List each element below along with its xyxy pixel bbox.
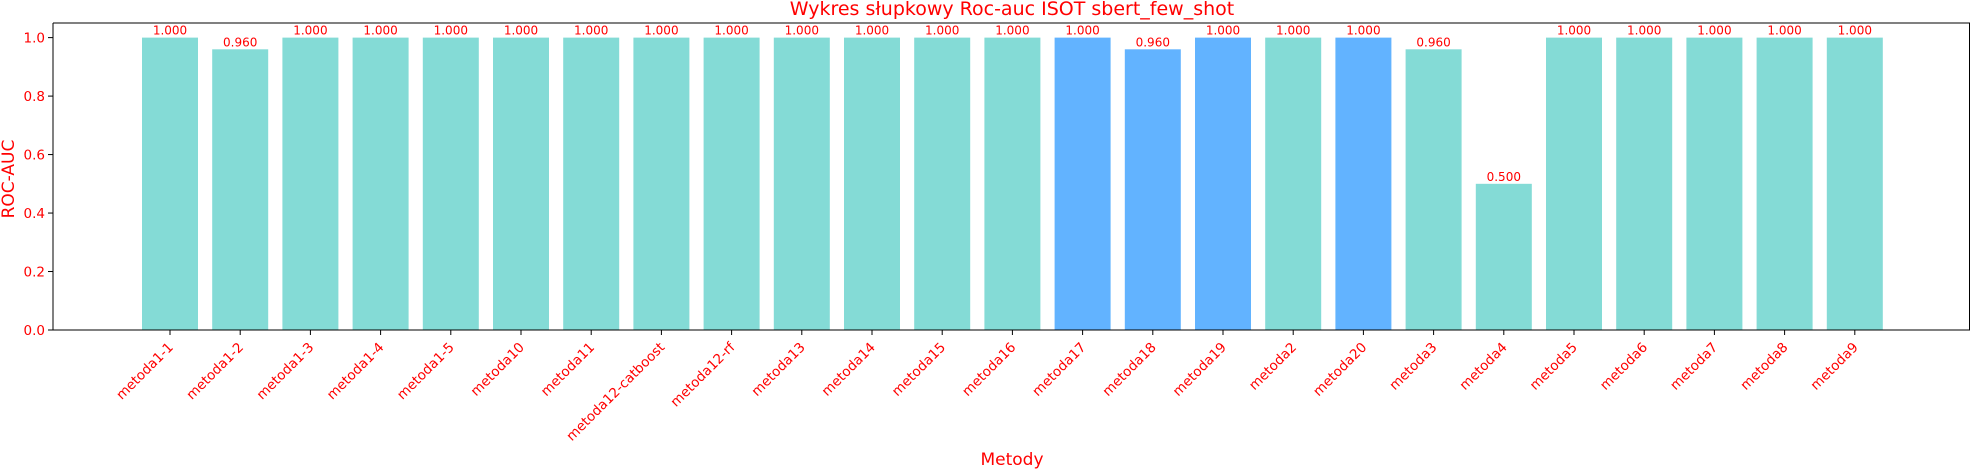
x-tick-label-metoda20: metoda20 bbox=[1310, 340, 1370, 400]
bar-metoda12-rf bbox=[703, 37, 760, 330]
x-tick-label-metoda12-rf: metoda12-rf bbox=[668, 339, 740, 411]
x-tick-label-metoda9: metoda9 bbox=[1808, 340, 1862, 394]
data-label-metoda3: 0.960 bbox=[1416, 35, 1450, 49]
data-label-metoda15: 1.000 bbox=[925, 24, 959, 38]
bar-metoda9 bbox=[1826, 37, 1883, 330]
x-tick-label-metoda1-2: metoda1-2 bbox=[183, 340, 247, 404]
y-axis-label: ROC-AUC bbox=[0, 140, 19, 219]
bar-metoda8 bbox=[1756, 37, 1813, 330]
data-labels-group: 1.000 0.960 1.000 1.000 1.000 1.000 1.000 1.000… bbox=[153, 24, 1872, 184]
bar-metoda13 bbox=[773, 37, 830, 330]
bar-metoda16 bbox=[984, 37, 1041, 330]
bar-metoda19 bbox=[1195, 37, 1251, 330]
data-label-metoda18: 0.960 bbox=[1136, 35, 1170, 49]
x-tick-label-metoda10: metoda10 bbox=[468, 340, 528, 400]
data-label-metoda19: 1.000 bbox=[1206, 24, 1240, 38]
x-tick-label-metoda1-5: metoda1-5 bbox=[394, 340, 458, 404]
x-tick-label-metoda1-1: metoda1-1 bbox=[113, 340, 177, 404]
data-label-metoda20: 1.000 bbox=[1346, 24, 1380, 38]
data-label-metoda7: 1.000 bbox=[1697, 24, 1731, 38]
data-label-metoda17: 1.000 bbox=[1065, 24, 1099, 38]
data-label-metoda6: 1.000 bbox=[1627, 24, 1661, 38]
x-tick-label-metoda13: metoda13 bbox=[749, 340, 809, 400]
x-tick-label-metoda5: metoda5 bbox=[1527, 340, 1581, 394]
x-tick-label-metoda11: metoda11 bbox=[538, 340, 598, 400]
y-tick-label: 0.2 bbox=[24, 265, 45, 281]
data-label-metoda12-catboost: 1.000 bbox=[644, 24, 678, 38]
bar-metoda6 bbox=[1616, 37, 1673, 330]
x-tick-label-metoda4: metoda4 bbox=[1457, 340, 1511, 394]
x-tick-label-metoda3: metoda3 bbox=[1386, 340, 1440, 394]
x-tick-label-metoda6: metoda6 bbox=[1597, 340, 1651, 394]
data-label-metoda12-rf: 1.000 bbox=[714, 24, 748, 38]
data-label-metoda5: 1.000 bbox=[1557, 24, 1591, 38]
data-label-metoda14: 1.000 bbox=[855, 24, 889, 38]
bar-metoda10 bbox=[493, 37, 549, 330]
data-label-metoda9: 1.000 bbox=[1838, 24, 1872, 38]
bar-metoda1-2 bbox=[212, 49, 269, 331]
data-label-metoda13: 1.000 bbox=[785, 24, 819, 38]
x-axis: metoda1-1 metoda1-2 metoda1-3 metoda1-4 meto… bbox=[113, 330, 1862, 444]
data-label-metoda4: 0.500 bbox=[1487, 170, 1521, 184]
data-label-metoda8: 1.000 bbox=[1767, 24, 1801, 38]
bar-metoda1-1 bbox=[142, 37, 198, 330]
bars-group bbox=[142, 37, 1883, 331]
bar-metoda15 bbox=[914, 37, 971, 330]
bar-metoda14 bbox=[844, 37, 900, 330]
bar-metoda1-3 bbox=[282, 37, 339, 330]
bar-metoda1-5 bbox=[422, 37, 479, 330]
x-tick-label-metoda16: metoda16 bbox=[959, 340, 1019, 400]
bar-metoda20 bbox=[1335, 37, 1392, 330]
y-axis: 0.0 0.2 0.4 0.6 0.8 1.0 bbox=[24, 31, 53, 339]
x-tick-label-metoda19: metoda19 bbox=[1170, 340, 1230, 400]
data-label-metoda10: 1.000 bbox=[504, 24, 538, 38]
y-tick-label: 0.4 bbox=[24, 206, 45, 222]
x-tick-label-metoda14: metoda14 bbox=[819, 340, 879, 400]
y-tick-label: 0.6 bbox=[24, 148, 45, 164]
bar-metoda5 bbox=[1546, 37, 1602, 330]
x-tick-label-metoda2: metoda2 bbox=[1246, 340, 1300, 394]
bar-metoda18 bbox=[1124, 49, 1181, 331]
bar-metoda3 bbox=[1405, 49, 1462, 331]
x-tick-label-metoda15: metoda15 bbox=[889, 340, 949, 400]
data-label-metoda1-2: 0.960 bbox=[223, 35, 257, 49]
bar-metoda1-4 bbox=[352, 37, 409, 330]
data-label-metoda1-1: 1.000 bbox=[153, 24, 187, 38]
x-tick-label-metoda17: metoda17 bbox=[1029, 340, 1089, 400]
x-tick-label-metoda1-3: metoda1-3 bbox=[254, 340, 318, 404]
y-tick-label: 0.0 bbox=[24, 323, 45, 339]
x-tick-label-metoda1-4: metoda1-4 bbox=[324, 340, 388, 404]
data-label-metoda11: 1.000 bbox=[574, 24, 608, 38]
bar-metoda11 bbox=[563, 37, 620, 330]
data-label-metoda1-5: 1.000 bbox=[434, 24, 468, 38]
x-axis-label: Metody bbox=[980, 450, 1043, 470]
data-label-metoda1-3: 1.000 bbox=[293, 24, 327, 38]
y-tick-label: 1.0 bbox=[24, 31, 45, 47]
bar-metoda4 bbox=[1475, 183, 1532, 330]
bar-metoda7 bbox=[1686, 37, 1743, 330]
data-label-metoda16: 1.000 bbox=[995, 24, 1029, 38]
bar-metoda2 bbox=[1265, 37, 1322, 330]
y-tick-label: 0.8 bbox=[24, 89, 45, 105]
chart-title: Wykres słupkowy Roc-auc ISOT sbert_few_s… bbox=[790, 0, 1234, 20]
x-tick-label-metoda18: metoda18 bbox=[1100, 340, 1160, 400]
data-label-metoda1-4: 1.000 bbox=[363, 24, 397, 38]
bar-metoda17 bbox=[1054, 37, 1111, 330]
bar-metoda12-catboost bbox=[633, 37, 690, 330]
x-tick-label-metoda7: metoda7 bbox=[1667, 340, 1721, 394]
x-tick-label-metoda8: metoda8 bbox=[1737, 340, 1791, 394]
data-label-metoda2: 1.000 bbox=[1276, 24, 1310, 38]
